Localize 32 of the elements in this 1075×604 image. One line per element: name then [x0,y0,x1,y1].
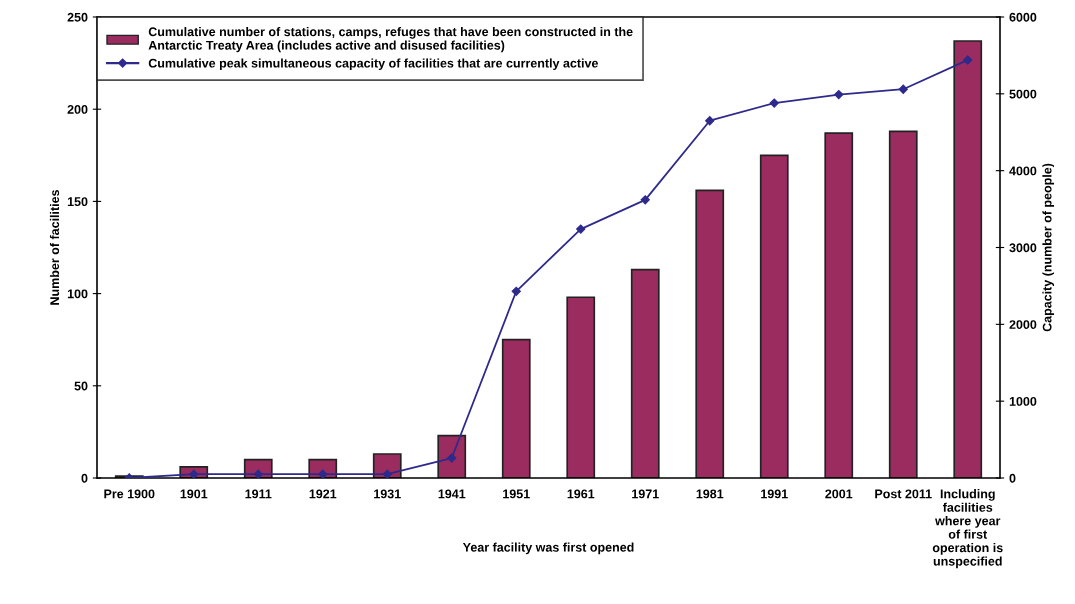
y-tick-label: 200 [67,105,88,114]
legend-label: Cumulative peak simultaneous capacity of facilities that are currently active [148,58,598,71]
y2-tick-label: 6000 [1009,12,1037,22]
y2-tick-label: 0 [1009,473,1016,483]
x-tick-label: 1971 [632,489,659,499]
x-tick-label: 1941 [438,489,466,499]
x-tick-label: 1981 [696,489,724,499]
y2-tick-label: 1000 [1009,396,1037,406]
x-tick-label: 1961 [567,489,595,499]
x-tick-label: 1931 [374,489,401,499]
y2-tick-label: 3000 [1009,243,1037,253]
x-tick-label: Including facilities where year of first operation is unspecified [932,489,1003,569]
y2-tick-label: 4000 [1009,166,1037,176]
y-tick-label: 50 [74,381,88,391]
x-tick-label: 1951 [503,489,530,499]
y2-tick-label: 5000 [1009,89,1037,99]
x-axis-title: Year facility was first opened [462,542,634,555]
y2-tick-label: 2000 [1009,320,1037,329]
x-tick-label: Post 2011 [875,489,932,499]
y-tick-label: 150 [67,197,88,207]
y-axis-title: Number of facilities [49,190,60,305]
x-tick-label: Pre 1900 [104,489,155,499]
y-tick-label: 100 [67,289,88,299]
x-tick-label: 1921 [309,489,337,499]
x-tick-label: 1901 [180,489,208,499]
legend-label: Cumulative number of stations, camps, refuges that have been constructed in the Antarctic Treaty Area (includes active and disused facilities) [148,27,633,53]
y-tick-label: 250 [67,12,88,22]
y-tick-label: 0 [81,473,88,483]
x-tick-label: 1991 [761,489,788,499]
x-tick-label: 1911 [245,489,272,499]
x-tick-label: 2001 [825,489,853,499]
y2-axis-title: Capacity (number of people) [1042,163,1055,332]
